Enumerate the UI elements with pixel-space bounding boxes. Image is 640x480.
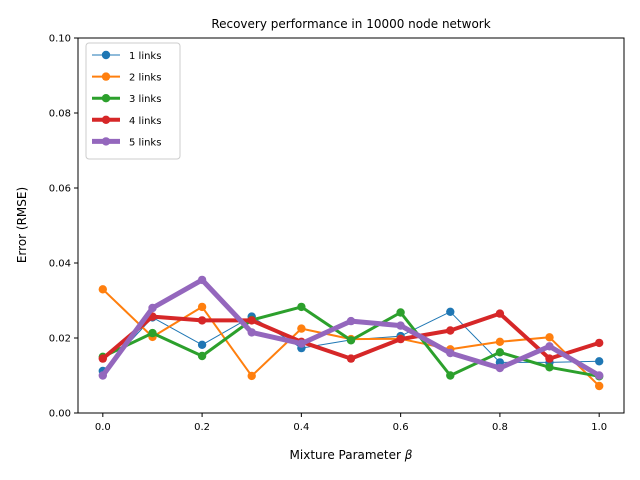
y-tick-label: 0.10 <box>49 34 71 45</box>
legend-item: 3 links <box>92 94 161 105</box>
data-point <box>148 328 157 338</box>
data-point <box>297 302 306 312</box>
data-point <box>346 316 356 326</box>
data-point <box>148 303 157 313</box>
data-point <box>595 381 604 391</box>
legend-label: 2 links <box>129 73 161 84</box>
legend-item: 4 links <box>92 115 161 127</box>
data-point <box>545 342 554 351</box>
data-point <box>545 333 554 342</box>
data-point <box>396 308 405 317</box>
data-point <box>396 334 405 344</box>
legend-swatch-marker <box>101 72 111 81</box>
legend-swatch-marker <box>101 137 111 146</box>
x-axis: 0.0 0.2 0.4 0.6 0.8 1.0 <box>95 413 607 433</box>
x-tick-label: 1.0 <box>591 422 607 433</box>
data-point <box>98 354 108 363</box>
data-point <box>495 337 505 346</box>
y-axis: 0.00 0.02 0.04 0.06 0.08 0.10 <box>49 34 78 420</box>
data-point <box>595 371 604 380</box>
data-point <box>495 363 505 373</box>
x-axis-title: Mixture Parameter β <box>290 448 413 462</box>
y-tick-label: 0.04 <box>49 259 71 270</box>
data-point <box>297 324 306 333</box>
data-point <box>197 275 207 285</box>
data-point <box>446 371 455 380</box>
data-point <box>197 316 207 325</box>
data-point <box>346 336 356 345</box>
y-axis-title: Error (RMSE) <box>15 187 29 263</box>
legend-swatch-marker <box>101 94 111 103</box>
data-point <box>396 321 405 330</box>
data-point <box>495 348 505 357</box>
series-5 <box>98 275 604 380</box>
legend-item: 2 links <box>92 72 161 84</box>
data-point <box>247 371 256 381</box>
legend-label: 4 links <box>129 116 161 127</box>
y-tick-label: 0.02 <box>49 334 71 345</box>
data-point <box>545 354 554 363</box>
x-tick-label: 0.0 <box>95 422 111 433</box>
legend: 1 links 2 links 3 links 4 links 5 links <box>85 42 181 160</box>
data-point <box>197 302 207 312</box>
data-point <box>495 309 505 318</box>
chart-title: Recovery performance in 10000 node netwo… <box>211 17 490 31</box>
data-point <box>297 339 306 348</box>
legend-label: 1 links <box>129 51 161 62</box>
x-tick-label: 0.8 <box>492 422 508 433</box>
x-axis-symbol: β <box>404 448 413 462</box>
y-tick-label: 0.08 <box>49 109 71 120</box>
x-axis-label: Mixture Parameter <box>290 448 401 462</box>
series-layer <box>98 275 604 391</box>
data-point <box>247 316 256 325</box>
data-point <box>545 363 554 372</box>
data-point <box>446 307 455 316</box>
y-tick-label: 0.00 <box>49 409 71 420</box>
data-point <box>247 328 256 337</box>
data-point <box>197 340 207 349</box>
data-point <box>98 371 108 380</box>
legend-swatch-marker <box>101 115 111 125</box>
data-point <box>595 357 604 366</box>
plot-frame <box>77 37 625 414</box>
legend-label: 3 links <box>129 94 161 105</box>
data-point <box>446 326 455 335</box>
legend-label: 5 links <box>129 137 161 148</box>
y-tick-label: 0.06 <box>49 184 71 195</box>
x-tick-label: 0.4 <box>293 422 309 433</box>
legend-swatch-marker <box>101 50 111 60</box>
legend-item: 1 links <box>92 50 161 62</box>
data-point <box>346 354 356 363</box>
data-point <box>98 285 108 294</box>
data-point <box>446 348 455 358</box>
data-point <box>197 351 207 361</box>
legend-box <box>85 42 181 160</box>
data-point <box>595 338 604 348</box>
x-tick-label: 0.6 <box>393 422 409 433</box>
legend-item: 5 links <box>92 137 161 148</box>
x-tick-label: 0.2 <box>194 422 210 433</box>
